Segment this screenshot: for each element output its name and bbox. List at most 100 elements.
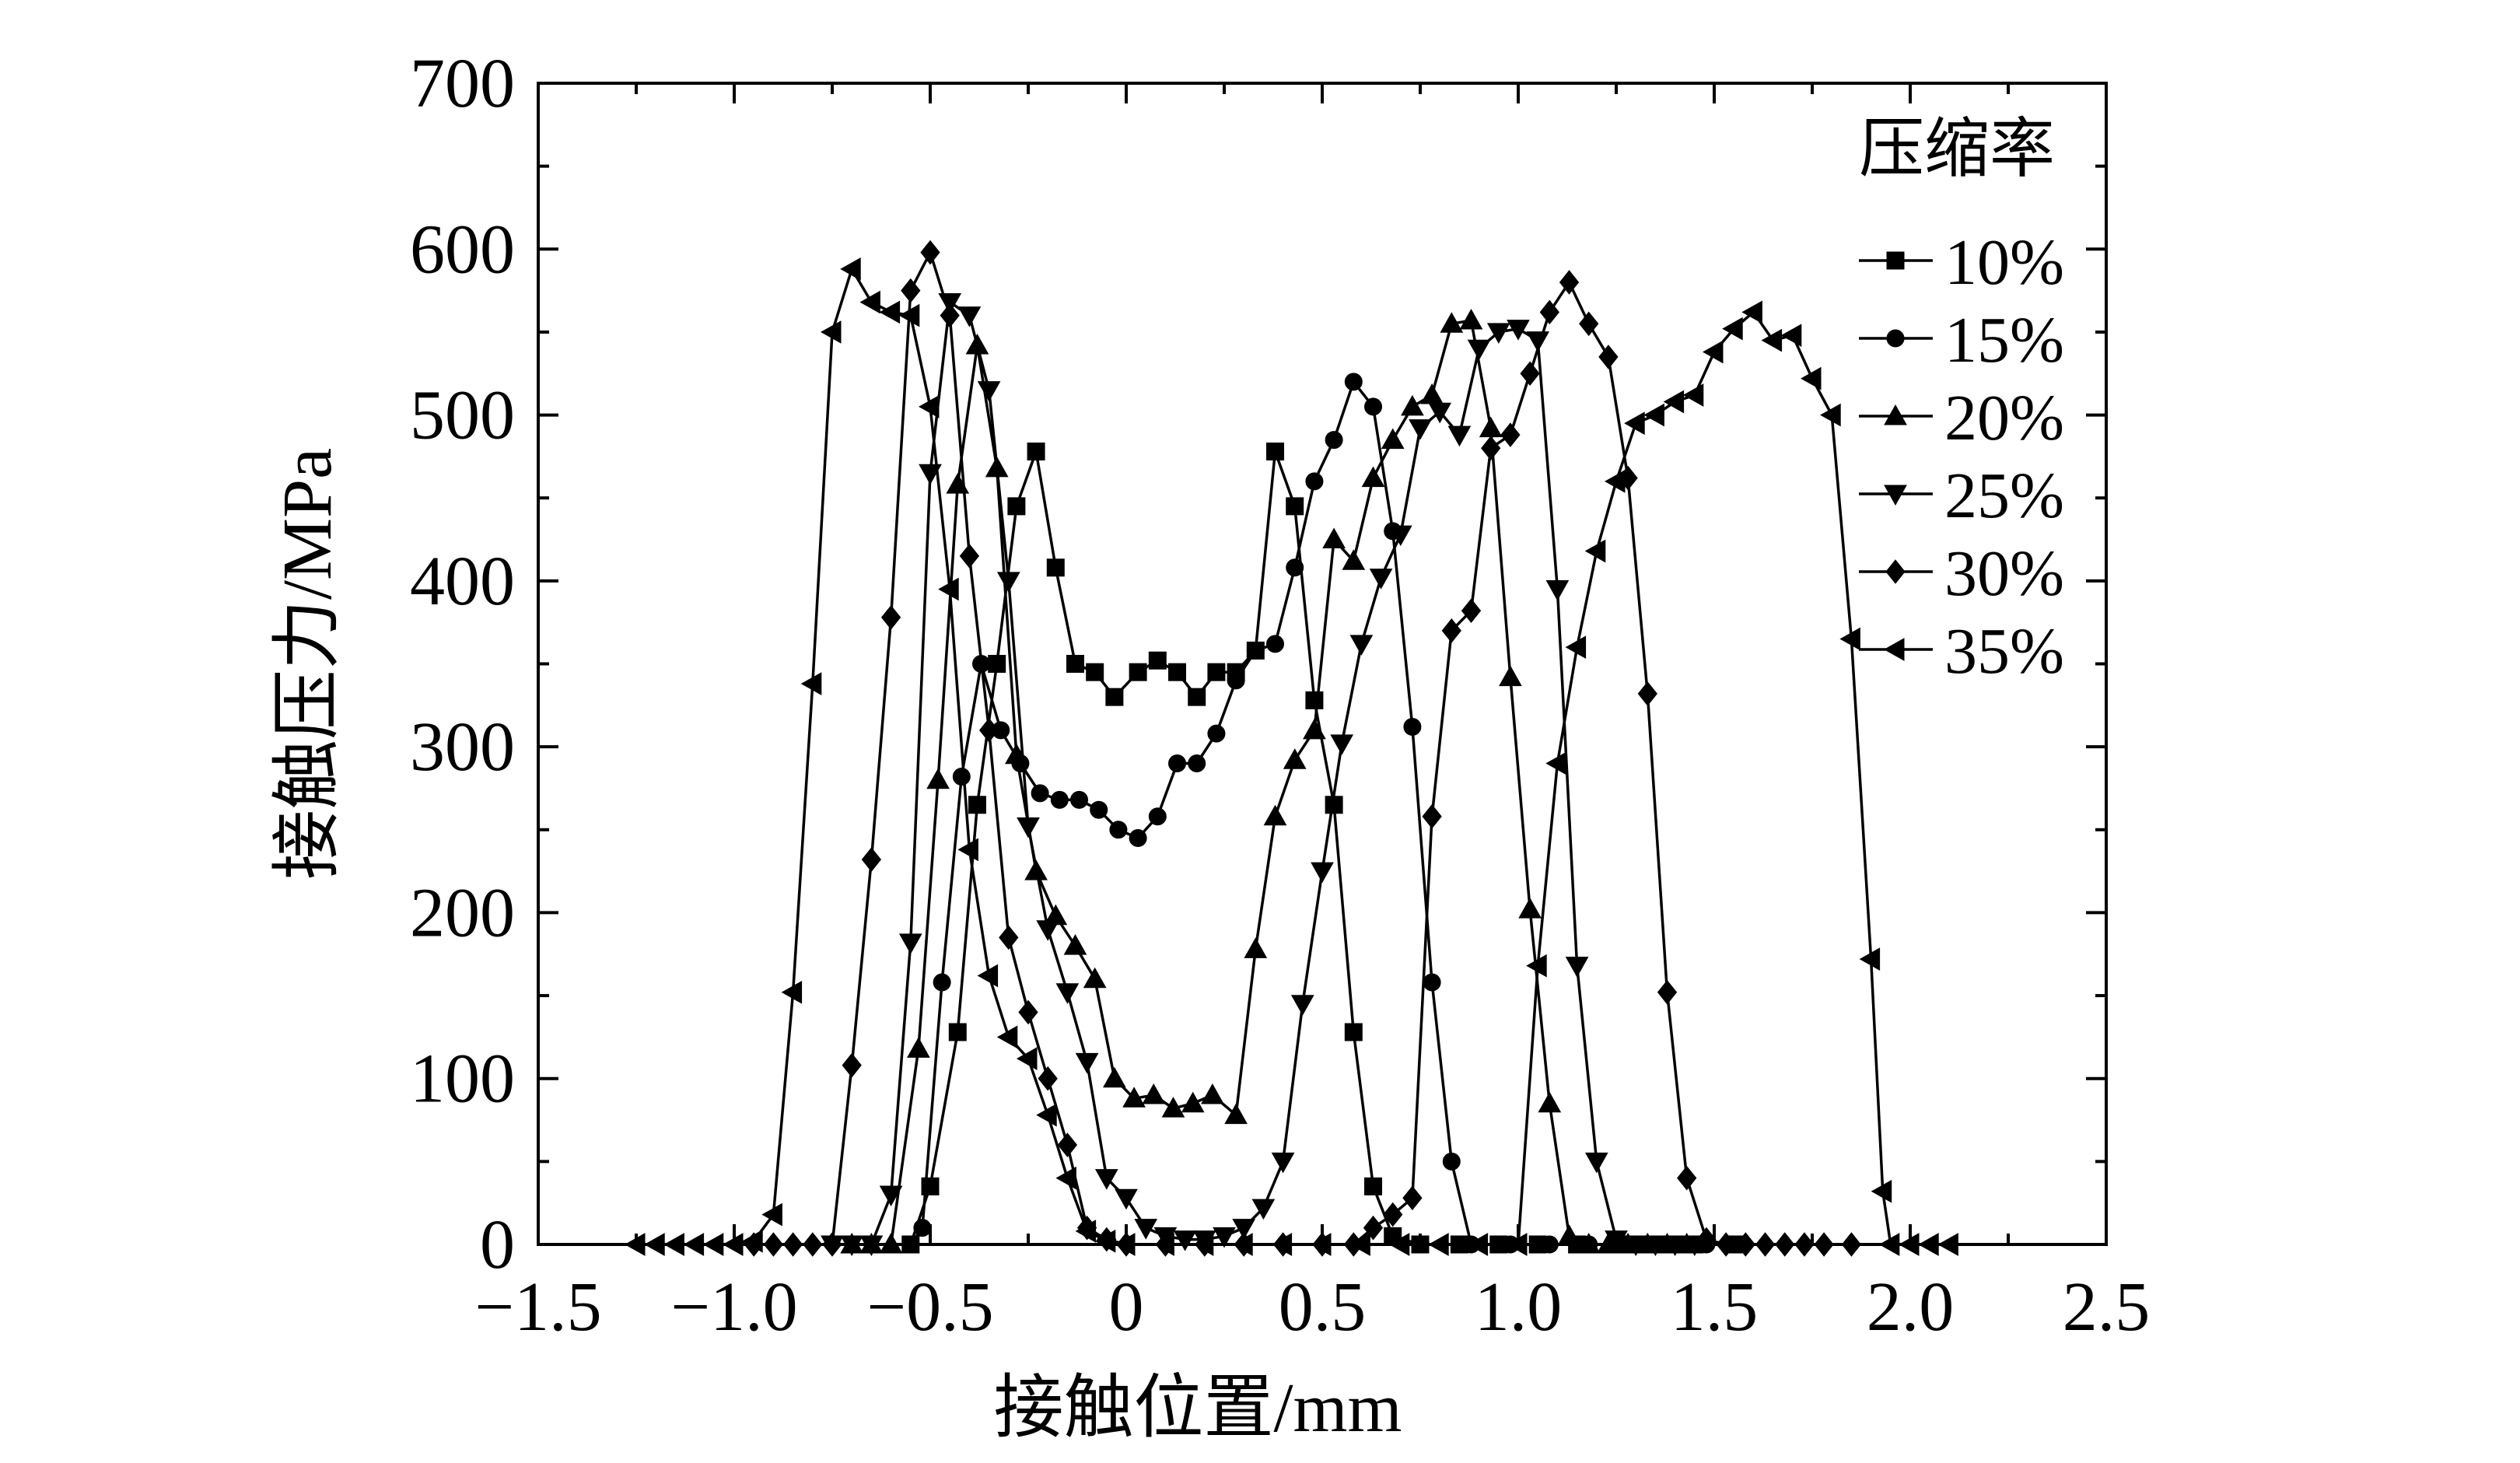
data-point-triangle-left: [683, 1233, 705, 1256]
data-point-triangle-left: [1271, 1233, 1293, 1256]
y-tick-label: 500: [410, 377, 515, 454]
data-point-diamond: [1841, 1232, 1862, 1257]
data-point-triangle-up: [1322, 527, 1346, 549]
data-point-square: [1364, 1177, 1383, 1195]
data-point-circle: [1090, 800, 1108, 819]
data-point-triangle-up: [1401, 394, 1424, 416]
data-point-triangle-left: [742, 1229, 763, 1253]
data-point-triangle-left: [1918, 1233, 1939, 1256]
data-point-triangle-up: [1142, 1083, 1166, 1104]
x-tick-label: 1.0: [1475, 1269, 1563, 1346]
data-point-triangle-down: [1075, 1052, 1099, 1074]
data-point-triangle-up: [1440, 312, 1464, 333]
data-point-triangle-down: [1545, 580, 1570, 601]
data-point-triangle-up: [1557, 1224, 1581, 1245]
data-point-diamond: [880, 604, 901, 630]
data-point-circle: [1188, 754, 1206, 772]
data-point-circle: [1364, 397, 1383, 416]
y-tick-label: 700: [410, 45, 515, 122]
x-tick-label: 0: [1109, 1269, 1144, 1346]
data-point-triangle-up: [1063, 934, 1087, 955]
data-point-triangle-down: [1486, 323, 1510, 344]
data-point-circle: [1305, 472, 1324, 491]
data-point-triangle-down: [1388, 525, 1412, 547]
data-point-triangle-left: [1232, 1233, 1253, 1256]
data-point-triangle-down: [1507, 320, 1530, 341]
axis-labels-group: 接触位置/mm 接触压力/MPa: [269, 448, 1402, 1447]
data-point-triangle-down: [1643, 1235, 1668, 1257]
data-point-diamond: [1402, 1185, 1423, 1211]
data-point-triangle-left: [918, 395, 940, 418]
data-point-triangle-up: [1459, 308, 1483, 330]
data-point-diamond: [1461, 598, 1482, 624]
legend-label: 35%: [1944, 615, 2064, 688]
data-point-square: [1266, 442, 1285, 460]
data-point-triangle-down: [1624, 1235, 1648, 1257]
data-point-triangle-left: [1153, 1233, 1174, 1256]
legend-label: 30%: [1944, 537, 2064, 610]
data-point-diamond: [1814, 1232, 1834, 1257]
data-point-triangle-left: [761, 1202, 782, 1227]
data-point-triangle-up: [907, 1037, 930, 1058]
data-point-diamond: [1579, 311, 1599, 337]
legend-label: 15%: [1944, 304, 2064, 376]
data-point-triangle-up: [1122, 1087, 1146, 1108]
data-point-triangle-down: [1584, 1152, 1608, 1174]
data-point-triangle-left: [1016, 1047, 1038, 1070]
data-point-triangle-down: [1290, 995, 1314, 1016]
x-axis-title: 接触位置/mm: [993, 1370, 1402, 1447]
data-point-triangle-left: [1663, 390, 1685, 414]
data-point-triangle-down: [1173, 1230, 1197, 1251]
data-point-square: [1886, 251, 1905, 270]
data-point-triangle-left: [1702, 340, 1724, 364]
data-point-triangle-down: [1213, 1227, 1236, 1248]
y-tick-label: 400: [410, 543, 515, 620]
data-point-diamond: [803, 1232, 823, 1257]
data-point-diamond: [1383, 1202, 1403, 1227]
data-point-triangle-down: [1094, 1169, 1118, 1190]
legend-item: 30%: [1859, 537, 2064, 610]
data-point-circle: [1344, 373, 1363, 391]
data-point-square: [1086, 663, 1104, 681]
data-point-diamond: [1481, 436, 1501, 461]
data-point-triangle-left: [1604, 470, 1626, 493]
legend-title: 压缩率: [1859, 114, 2055, 186]
data-point-triangle-up: [1303, 718, 1326, 740]
data-point-diamond: [1539, 299, 1559, 325]
legend-item: 25%: [1859, 460, 2064, 532]
data-point-triangle-up: [1244, 937, 1268, 958]
data-point-triangle-down: [977, 381, 1001, 402]
data-point-triangle-down: [1565, 957, 1589, 978]
data-point-triangle-up: [1518, 898, 1542, 919]
data-point-triangle-left: [1643, 403, 1664, 427]
data-point-triangle-left: [702, 1233, 724, 1256]
data-point-triangle-up: [1263, 804, 1287, 826]
data-point-triangle-left: [957, 838, 978, 862]
data-point-diamond: [1696, 1227, 1717, 1252]
data-point-triangle-up: [1577, 1232, 1601, 1254]
legend-label: 10%: [1944, 226, 2064, 299]
data-point-circle: [952, 768, 971, 786]
data-point-triangle-down: [1017, 817, 1040, 838]
data-point-triangle-left: [840, 257, 861, 281]
data-point-triangle-left: [644, 1233, 665, 1256]
data-point-triangle-down: [1134, 1219, 1158, 1240]
data-point-triangle-left: [1526, 954, 1547, 978]
data-point-diamond: [1716, 1232, 1736, 1257]
data-point-triangle-up: [1161, 1097, 1185, 1118]
data-point-triangle-down: [1467, 339, 1491, 361]
data-point-triangle-down: [1232, 1219, 1256, 1240]
data-point-triangle-left: [996, 1025, 1018, 1049]
data-point-triangle-down: [859, 1235, 884, 1257]
data-point-triangle-down: [1663, 1235, 1687, 1257]
data-point-triangle-up: [1479, 416, 1503, 438]
data-point-triangle-left: [1075, 1220, 1097, 1243]
x-tick-label: 2.5: [2063, 1269, 2151, 1346]
data-point-triangle-left: [1722, 317, 1743, 341]
data-point-square: [988, 655, 1006, 673]
series-line: [909, 380, 1706, 1246]
data-point-square: [1027, 442, 1045, 460]
x-tick-label: −1.5: [474, 1269, 601, 1346]
